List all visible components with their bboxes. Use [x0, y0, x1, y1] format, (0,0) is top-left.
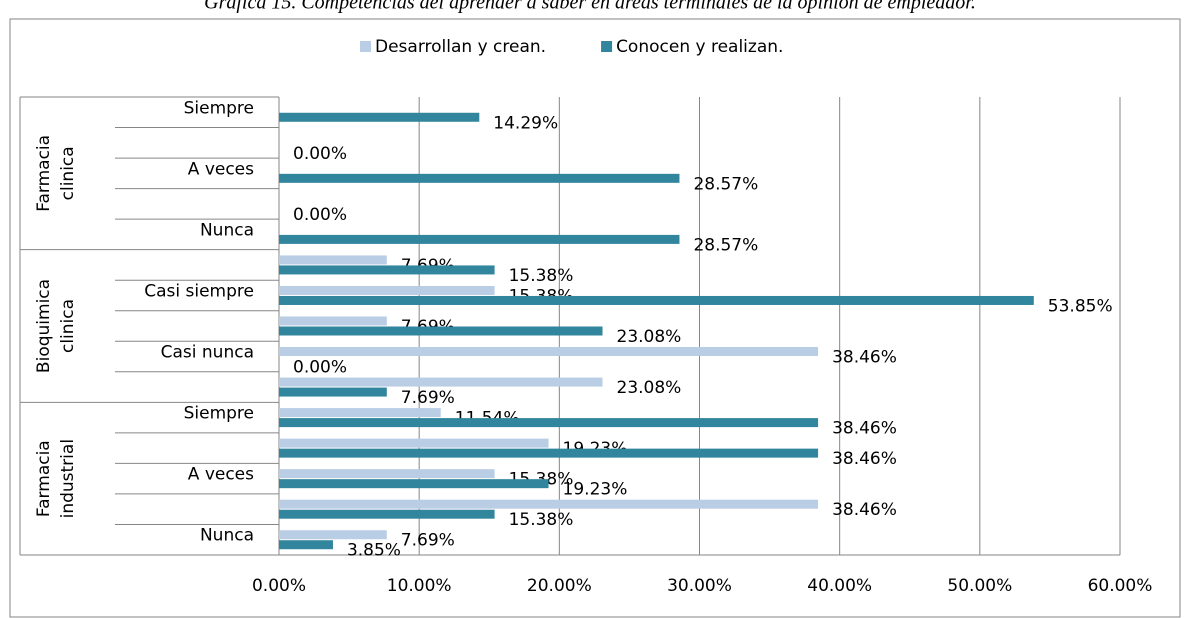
bar	[279, 479, 549, 489]
x-tick-label: 20.00%	[527, 576, 592, 596]
bar	[279, 448, 819, 458]
group-label: clinica	[58, 146, 78, 200]
data-label: 0.00%	[293, 358, 347, 378]
y-tick-label: Siempre	[184, 404, 254, 424]
y-tick-label: Casi nunca	[161, 343, 254, 363]
bar	[279, 499, 819, 509]
bar	[279, 540, 333, 550]
x-tick-label: 0.00%	[252, 576, 306, 596]
bar	[279, 234, 680, 244]
y-tick-label: Siempre	[184, 98, 254, 118]
bar	[279, 469, 495, 479]
legend-swatch	[601, 41, 613, 52]
bar	[279, 347, 819, 357]
data-label: 38.46%	[832, 348, 897, 368]
bar	[279, 316, 387, 326]
data-label: 7.69%	[401, 531, 455, 551]
data-label: 0.00%	[293, 205, 347, 225]
data-label: 38.46%	[832, 419, 897, 439]
data-label: 7.69%	[401, 388, 455, 408]
data-label: 28.57%	[693, 235, 758, 255]
x-tick-label: 30.00%	[667, 576, 732, 596]
bar	[279, 530, 387, 540]
data-label: 15.38%	[509, 510, 574, 530]
bar	[279, 509, 495, 519]
y-tick-label: A veces	[188, 465, 254, 485]
y-tick-label: Nunca	[200, 220, 254, 240]
x-tick-label: 60.00%	[1088, 576, 1153, 596]
bar	[279, 265, 495, 275]
data-label: 0.00%	[293, 144, 347, 164]
x-tick-label: 40.00%	[807, 576, 872, 596]
data-label: 19.23%	[563, 480, 628, 500]
legend-label: Conocen y realizan.	[616, 37, 783, 57]
data-label: 23.08%	[617, 327, 682, 347]
bar	[279, 173, 680, 183]
chart-border	[9, 18, 1181, 618]
chart-title: Gráfica 15. Competencias del aprender a …	[204, 0, 976, 14]
y-tick-label: Casi siempre	[144, 281, 254, 301]
bar	[279, 326, 603, 336]
data-label: 3.85%	[347, 541, 401, 561]
data-label: 38.46%	[832, 449, 897, 469]
data-label: 38.46%	[832, 500, 897, 520]
group-label: Bioquimica	[34, 279, 54, 373]
data-label: 14.29%	[493, 113, 558, 133]
bar	[279, 438, 549, 448]
bar	[279, 408, 441, 418]
bar	[279, 295, 1034, 305]
y-tick-label: Nunca	[200, 526, 254, 546]
x-tick-label: 10.00%	[387, 576, 452, 596]
group-label: industrial	[58, 439, 78, 518]
bar	[279, 387, 387, 397]
data-label: 28.57%	[693, 174, 758, 194]
group-label: Farmacia	[34, 440, 54, 517]
bar	[279, 418, 819, 428]
bar	[279, 377, 603, 387]
bar	[279, 285, 495, 295]
group-label: Farmacia	[34, 135, 54, 212]
legend-label: Desarrollan y crean.	[375, 37, 546, 57]
legend-swatch	[360, 41, 371, 52]
data-label: 15.38%	[509, 266, 574, 286]
y-tick-label: A veces	[188, 159, 254, 179]
data-label: 53.85%	[1048, 296, 1113, 316]
x-tick-label: 50.00%	[947, 576, 1012, 596]
data-label: 23.08%	[617, 378, 682, 398]
group-label: clinica	[58, 299, 78, 353]
bar	[279, 112, 480, 122]
bar	[279, 255, 387, 265]
